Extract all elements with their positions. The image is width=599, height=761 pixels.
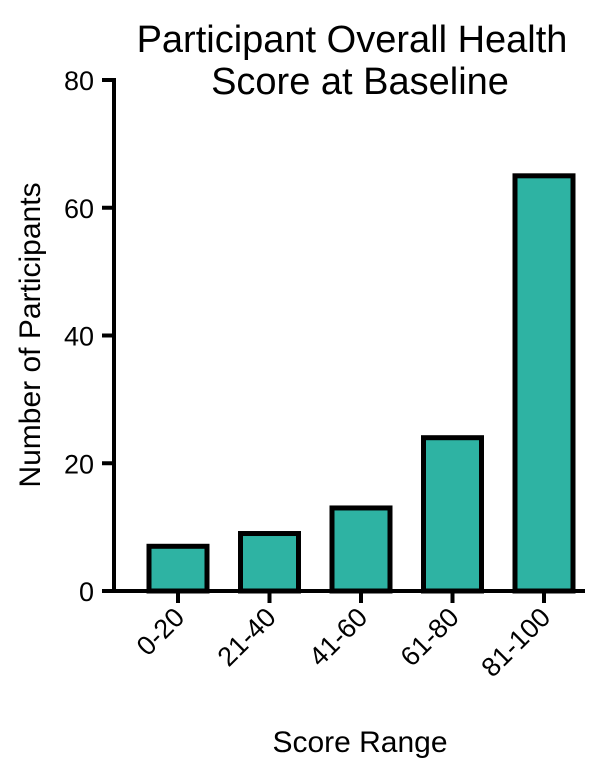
chart-title-line-1: Participant Overall Health (137, 19, 568, 61)
chart-title-line-2: Score at Baseline (211, 61, 509, 103)
x-tick-label-81-100: 81-100 (476, 602, 557, 683)
bar-61-80 (421, 435, 484, 594)
x-tick-label-0-20: 0-20 (131, 602, 190, 661)
x-axis-label: Score Range (272, 726, 447, 759)
bar-0-20 (146, 543, 210, 594)
y-tick-label-0: 0 (79, 577, 94, 607)
x-tick-label-61-80: 61-80 (395, 602, 465, 672)
y-tick-label-60: 60 (64, 194, 94, 224)
bar-21-40 (238, 531, 301, 594)
bars-layer (146, 173, 576, 594)
bar-81-100 (512, 173, 576, 594)
y-tick-label-80: 80 (64, 66, 94, 96)
y-axis-label: Number of Participants (14, 182, 47, 487)
y-tick-label-20: 20 (64, 449, 94, 479)
y-tick-label-40: 40 (64, 322, 94, 352)
bar-41-60 (329, 505, 393, 594)
x-tick-label-21-40: 21-40 (212, 602, 282, 672)
x-tick-label-41-60: 41-60 (303, 602, 373, 672)
